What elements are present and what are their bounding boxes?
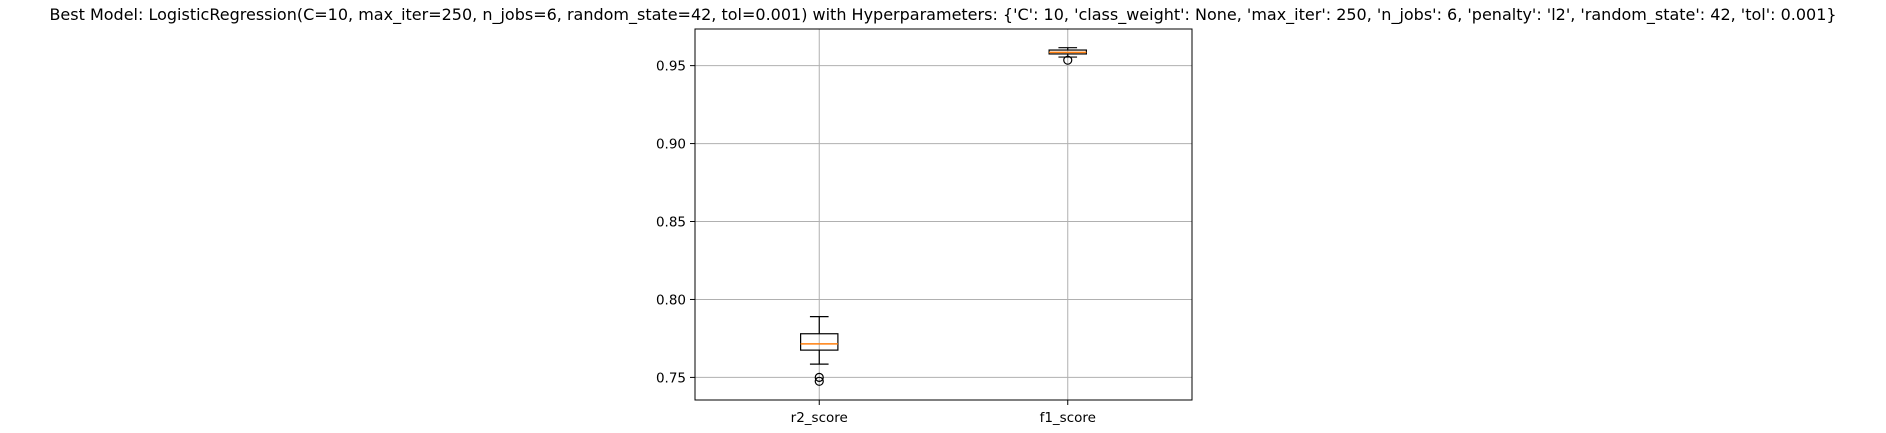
y-tick-label: 0.95 [656,59,686,75]
outlier-point [814,372,824,382]
y-tick-label: 0.80 [656,292,686,308]
x-tick-label: f1_score [1040,410,1096,426]
box-r2_score [800,316,839,386]
plot-frame [694,28,1193,401]
grid-lines [695,29,1192,400]
outlier-point [1063,55,1073,65]
y-tick-label: 0.75 [656,370,686,386]
box-group [800,47,1087,386]
chart-title: Best Model: LogisticRegression(C=10, max… [49,5,1836,25]
outlier-point [814,376,824,386]
axes: 0.75 0.80 0.85 0.90 0.95 r2_score f1_score [656,59,1096,426]
x-tick-label: r2_score [791,410,848,426]
iqr-box [800,333,839,351]
box-f1_score [1048,47,1087,65]
y-tick-label: 0.90 [656,137,686,153]
y-tick-label: 0.85 [656,215,686,231]
